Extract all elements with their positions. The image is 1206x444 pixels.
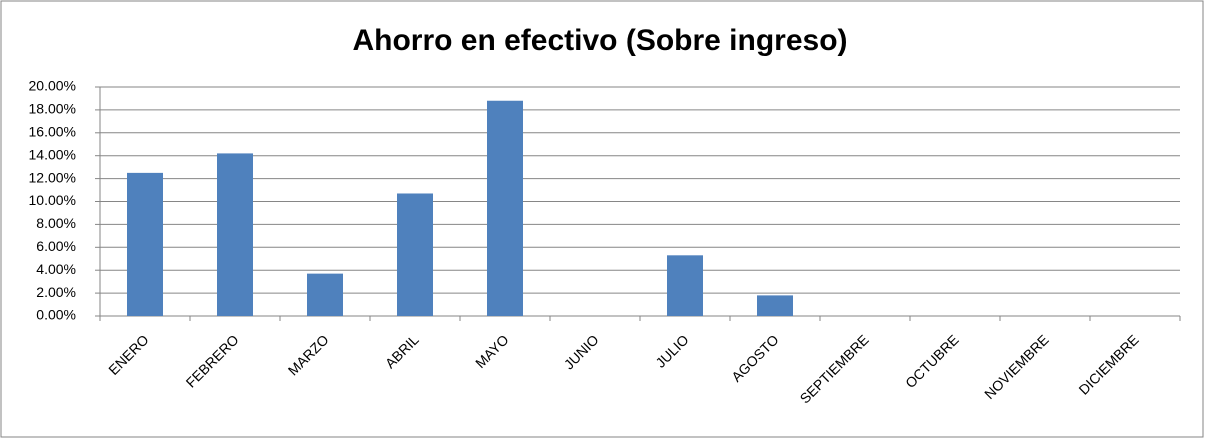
bar (757, 295, 793, 316)
chart-title: Ahorro en efectivo (Sobre ingreso) (352, 24, 847, 57)
bar (217, 153, 253, 316)
y-tick-label: 4.00% (36, 261, 76, 277)
bar (667, 255, 703, 316)
y-tick-label: 0.00% (36, 307, 76, 323)
y-tick-label: 12.00% (29, 169, 76, 185)
y-tick-label: 20.00% (29, 78, 76, 94)
y-tick-label: 14.00% (29, 146, 76, 162)
bar (127, 172, 163, 316)
bar (487, 100, 523, 317)
bar (397, 193, 433, 316)
y-tick-label: 6.00% (36, 238, 76, 254)
y-tick-label: 2.00% (36, 284, 76, 300)
y-tick-label: 8.00% (36, 215, 76, 231)
y-tick-label: 18.00% (29, 101, 76, 117)
y-tick-label: 16.00% (29, 124, 76, 140)
y-tick-label: 10.00% (29, 192, 76, 208)
bar (307, 273, 343, 316)
